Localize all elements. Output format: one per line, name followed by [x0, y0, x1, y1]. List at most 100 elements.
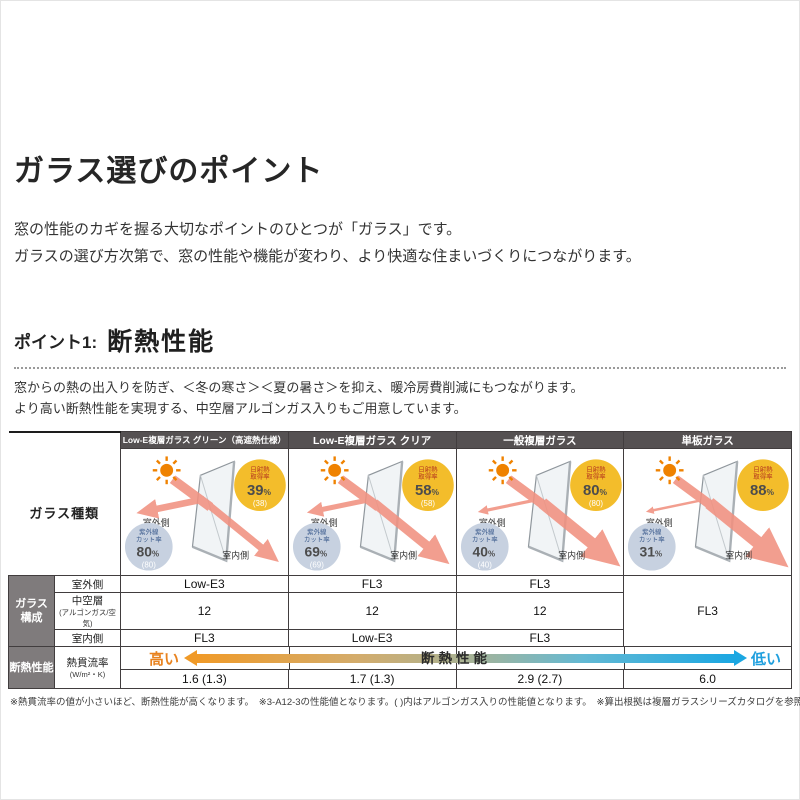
intro-line-2: ガラスの選び方次第で、窓の性能や機能が変わり、より快適な住まいづくりにつながりま…	[14, 248, 641, 265]
glass-comparison-table: Low-E複層ガラス グリーン（高遮熱仕様） Low-E複層ガラス クリア 一般…	[8, 430, 792, 690]
svg-text:(80): (80)	[588, 499, 602, 508]
svg-text:(69): (69)	[309, 561, 323, 570]
svg-text:日射熱: 日射熱	[250, 465, 270, 474]
svg-text:日射熱: 日射熱	[418, 465, 438, 474]
column-header-lowe-green: Low-E複層ガラス グリーン（高遮熱仕様）	[120, 431, 289, 450]
svg-text:取得率: 取得率	[754, 472, 774, 481]
glass-diagram-cell: 室外側 室内側 日射熱 取得率 58% (58) 紫外線 カット率 69% (6…	[287, 448, 457, 577]
sun-icon	[152, 456, 181, 485]
svg-text:取得率: 取得率	[418, 472, 438, 481]
svg-text:カット率: カット率	[304, 536, 330, 544]
heat-arrows-icon	[477, 475, 620, 567]
svg-text:(38): (38)	[253, 499, 267, 508]
glass-diagram: 室外側 室内側 日射熱 取得率 58% (58) 紫外線 カット率 69% (6…	[292, 456, 454, 571]
outdoor-side-label: 室外側	[143, 517, 170, 528]
air-layer-value: 12	[287, 592, 457, 631]
point-desc-line-1: 窓からの熱の出入りを防ぎ、＜冬の寒さ＞＜夏の暑さ＞を抑え、暖冷房費削減にもつなが…	[14, 380, 584, 395]
outdoor-side-label: 室外側	[646, 517, 673, 528]
insulation-gradient-row: 高い 低い 断熱性能	[120, 646, 792, 671]
air-layer-sublabel: (アルゴンガス/空気)	[59, 608, 116, 629]
u-value-cell: 6.0	[623, 669, 792, 690]
sun-icon	[488, 456, 517, 485]
solar-gain-badge: 日射熱 取得率 39% (38)	[234, 459, 286, 512]
outdoor-glass-value: FL3	[455, 575, 625, 594]
air-layer-value: 12	[455, 592, 625, 631]
point-description: 窓からの熱の出入りを防ぎ、＜冬の寒さ＞＜夏の暑さ＞を抑え、暖冷房費削減にもつなが…	[14, 377, 792, 420]
outdoor-side-label: 室外側	[478, 517, 505, 528]
intro-line-1: 窓の性能のカギを握る大切なポイントのひとつが「ガラス」です。	[14, 221, 462, 238]
indoor-glass-value: FL3	[455, 629, 625, 648]
indoor-side-label: 室内側	[558, 550, 585, 561]
gradient-bar-icon	[184, 650, 747, 667]
svg-text:紫外線: 紫外線	[475, 527, 495, 536]
row-label-u-value: 熱貫流率 (W/m²・K)	[54, 646, 121, 690]
row-label-glass-type: ガラス種類	[8, 448, 121, 576]
gradient-center-label: 断熱性能	[421, 651, 491, 667]
svg-text:カット率: カット率	[471, 536, 497, 544]
svg-text:紫外線: 紫外線	[307, 527, 327, 536]
air-layer-value: 12	[120, 592, 289, 631]
u-value-cell: 2.9 (2.7)	[455, 669, 625, 690]
glass-diagram-cell: 室外側 室内側 日射熱 取得率 39% (38) 紫外線 カット率 80% (8…	[120, 448, 289, 577]
svg-text:日射熱: 日射熱	[586, 465, 606, 474]
uv-cut-badge: 紫外線 カット率 69% (69)	[292, 523, 341, 571]
column-header-general-pair: 一般複層ガラス	[455, 431, 625, 450]
indoor-side-label: 室内側	[222, 550, 249, 561]
solar-gain-badge: 日射熱 取得率 88%	[737, 459, 790, 512]
svg-text:日射熱: 日射熱	[754, 465, 774, 474]
outdoor-glass-value: FL3	[287, 575, 457, 594]
row-label-air-layer: 中空層 (アルゴンガス/空気)	[54, 592, 121, 631]
uv-cut-badge: 紫外線 カット率 40% (40)	[460, 523, 509, 571]
solar-gain-badge: 日射熱 取得率 80% (80)	[569, 459, 622, 512]
svg-text:80%: 80%	[582, 484, 607, 500]
sun-icon	[320, 456, 349, 485]
glass-diagram-cell: 室外側 室内側 日射熱 取得率 80% (80) 紫外線 カット率 40% (4…	[455, 448, 625, 577]
single-pane-construction-value: FL3	[623, 575, 792, 648]
glass-diagram-cell: 室外側 室内側 日射熱 取得率 88% 紫外線 カット率 31%	[623, 448, 792, 577]
heat-arrows-icon	[136, 475, 279, 563]
footnote-text: ※熱貫流率の値が小さいほど、断熱性能が高くなります。 ※3-A12-3の性能値と…	[10, 697, 800, 709]
page-title: ガラス選びのポイント	[14, 155, 324, 188]
column-header-lowe-clear: Low-E複層ガラス クリア	[287, 431, 457, 450]
table-corner-cell	[8, 430, 121, 449]
row-label-indoor-side: 室内側	[54, 629, 121, 648]
row-label-outdoor-side: 室外側	[54, 575, 121, 594]
gradient-arrow: 高い 低い	[121, 647, 791, 669]
point-desc-line-2: より高い断熱性能を実現する、中空層アルゴンガス入りもご用意しています。	[14, 401, 467, 417]
indoor-glass-value: FL3	[120, 629, 289, 648]
svg-text:58%: 58%	[415, 484, 440, 500]
air-layer-label: 中空層	[71, 595, 104, 608]
svg-text:取得率: 取得率	[250, 472, 270, 481]
point-number-label: ポイント1:	[14, 333, 98, 352]
outdoor-side-label: 室外側	[311, 517, 338, 528]
svg-text:カット率: カット率	[639, 536, 665, 544]
point-heading: ポイント1: 断熱性能	[14, 322, 786, 369]
glass-diagram: 室外側 室内側 日射熱 取得率 39% (38) 紫外線 カット率 80% (8…	[124, 456, 286, 571]
heat-arrows-icon	[646, 475, 789, 568]
heat-arrows-icon	[306, 475, 450, 565]
svg-text:88%: 88%	[750, 484, 775, 500]
u-value-label: 熱貫流率	[66, 657, 109, 670]
svg-text:カット率: カット率	[136, 536, 162, 544]
svg-text:(80): (80)	[142, 561, 156, 570]
u-value-cell: 1.7 (1.3)	[287, 669, 457, 690]
uv-cut-badge: 紫外線 カット率 80% (80)	[124, 523, 173, 571]
low-label: 低い	[750, 650, 781, 668]
high-label: 高い	[149, 650, 180, 668]
sun-icon	[656, 456, 684, 485]
point-title: 断熱性能	[107, 328, 216, 356]
outdoor-glass-value: Low-E3	[120, 575, 289, 594]
u-value-unit: (W/m²・K)	[69, 670, 106, 680]
svg-text:(40): (40)	[477, 561, 491, 570]
uv-cut-badge: 紫外線 カット率 31%	[628, 523, 676, 571]
svg-text:紫外線: 紫外線	[642, 527, 662, 536]
svg-text:39%: 39%	[247, 484, 272, 500]
intro-text: 窓の性能のカギを握る大切なポイントのひとつが「ガラス」です。 ガラスの選び方次第…	[14, 216, 792, 270]
u-value-cell: 1.6 (1.3)	[120, 669, 289, 690]
column-header-single-pane: 単板ガラス	[623, 431, 792, 450]
row-label-insulation: 断熱性能	[8, 646, 55, 690]
content-area: ガラス選びのポイント 窓の性能のカギを握る大切なポイントのひとつが「ガラス」です…	[8, 155, 800, 709]
glass-diagram: 室外側 室内側 日射熱 取得率 88% 紫外線 カット率 31%	[628, 456, 790, 571]
solar-gain-badge: 日射熱 取得率 58% (58)	[401, 459, 454, 512]
